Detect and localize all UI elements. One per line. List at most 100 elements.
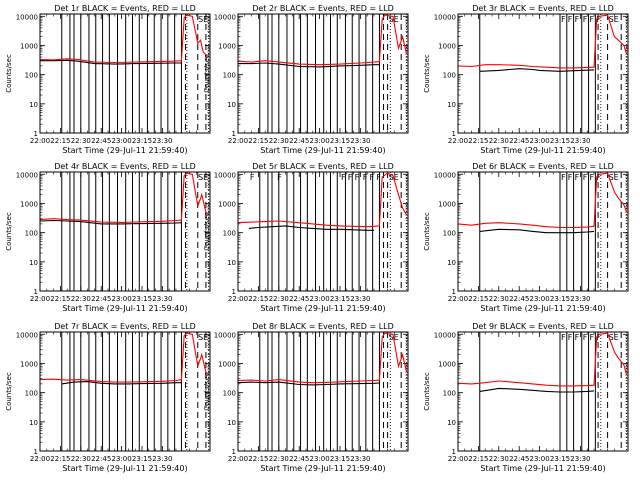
x-tick-label-det-6: 23:15 [550,295,570,303]
flag-label-det-3: F [575,15,580,24]
flag-label-det-5: F [341,173,346,182]
x-axis-label-det-4: Start Time (29-Jul-11 21:59:40) [62,304,187,313]
plot-frame-det-1 [39,13,211,134]
x-tick-label-det-8: 22:15 [248,455,268,463]
x-tick-label-det-2: 22:45 [289,137,309,145]
plot-title-det-4: Det 4r BLACK = Events, RED = LLD [54,162,196,171]
x-tick-label-det-2: 22:00 [228,137,248,145]
x-axis-label-det-7: Start Time (29-Jul-11 21:59:40) [62,464,187,473]
x-tick-label-det-3: 22:30 [489,137,509,145]
x-tick-label-det-3: 23:15 [550,137,570,145]
x-tick-label-det-9: 23:30 [570,455,590,463]
plot-panel-det-3: Det 3r BLACK = Events, RED = LLD Counts/s… [423,4,629,155]
flag-label-det-4: SE [198,173,208,182]
y-tick-label-det-7: 1000 [20,360,38,368]
x-tick-label-det-6: 22:30 [489,295,509,303]
y-tick-label-det-4: 100 [25,230,38,238]
flag-label-det-5: F [355,173,360,182]
y-axis-label-det-1: Counts/sec [5,54,13,93]
plot-frame-det-8 [237,331,409,452]
series-line-events-det-5 [248,225,374,231]
y-tick-label-det-6: 100 [443,230,456,238]
series-line-lld-det-6 [457,172,628,229]
y-tick-label-det-5: 10 [227,259,236,267]
x-axis-label-det-8: Start Time (29-Jul-11 21:59:40) [260,464,385,473]
y-tick-label-det-3: 10 [447,101,456,109]
y-axis-label-det-7: Counts/sec [5,372,13,411]
plot-title-det-5: Det 5r BLACK = Events, RED = LLD [252,162,394,171]
x-tick-label-det-6: 23:30 [570,295,590,303]
x-tick-label-det-2: 23:00 [310,137,330,145]
flag-label-det-3: F [583,15,588,24]
x-tick-label-det-3: 22:00 [448,137,468,145]
x-tick-label-det-8: 23:30 [350,455,370,463]
x-tick-label-det-5: 22:30 [269,295,289,303]
plot-panel-det-5: Det 5r BLACK = Events, RED = LLD Counts/s… [203,162,409,313]
x-tick-label-det-9: 22:45 [509,455,529,463]
x-tick-label-det-2: 23:15 [330,137,350,145]
plot-frame-det-7 [39,331,211,452]
plot-title-det-1: Det 1r BLACK = Events, RED = LLD [54,4,196,13]
y-tick-label-det-7: 100 [25,390,38,398]
flag-label-det-3: F [561,15,566,24]
flag-label-det-6: F [590,173,595,182]
y-tick-label-det-7: 10000 [16,331,38,339]
y-tick-label-det-2: 1000 [218,42,236,50]
x-tick-label-det-3: 23:00 [530,137,550,145]
y-tick-label-det-1: 10 [29,101,38,109]
x-tick-label-det-5: 22:45 [289,295,309,303]
plot-panel-det-6: Det 6r BLACK = Events, RED = LLD Counts/s… [423,162,629,313]
series-line-lld-det-4 [39,172,209,223]
x-tick-label-det-7: 22:30 [71,455,91,463]
plot-title-det-8: Det 8r BLACK = Events, RED = LLD [252,322,394,331]
x-axis-label-det-6: Start Time (29-Jul-11 21:59:40) [480,304,605,313]
x-tick-label-det-7: 22:15 [50,455,70,463]
x-tick-label-det-4: 23:00 [112,295,132,303]
plot-frame-det-2 [237,13,409,134]
plot-title-det-2: Det 2r BLACK = Events, RED = LLD [252,4,394,13]
series-line-events-det-6 [479,228,595,234]
x-tick-label-det-5: 22:15 [248,295,268,303]
series-line-lld-det-2 [237,14,408,66]
x-tick-label-det-5: 23:30 [350,295,370,303]
y-tick-label-det-5: 1 [232,288,236,296]
y-tick-label-det-9: 100 [443,390,456,398]
y-tick-label-det-2: 10000 [214,13,236,21]
x-tick-label-det-8: 23:00 [310,455,330,463]
flag-label-det-3: F [568,15,573,24]
x-tick-label-det-8: 22:45 [289,455,309,463]
y-tick-label-det-1: 100 [25,72,38,80]
flag-label-det-9: F [583,333,588,342]
plot-title-det-7: Det 7r BLACK = Events, RED = LLD [54,322,196,331]
plot-frame-det-4 [39,171,211,292]
x-tick-label-det-5: 22:00 [228,295,248,303]
x-tick-label-det-2: 23:30 [350,137,370,145]
y-tick-label-det-7: 10 [29,419,38,427]
plot-panel-det-2: Det 2r BLACK = Events, RED = LLD Counts/s… [203,4,409,155]
x-axis-label-det-9: Start Time (29-Jul-11 21:59:40) [480,464,605,473]
series-line-lld-det-8 [237,332,408,384]
x-axis-label-det-3: Start Time (29-Jul-11 21:59:40) [480,146,605,155]
flag-label-det-6: F [561,173,566,182]
y-tick-label-det-6: 10 [447,259,456,267]
x-tick-label-det-2: 22:15 [248,137,268,145]
y-tick-label-det-2: 100 [223,72,236,80]
plot-frame-det-3 [457,13,629,134]
x-tick-label-det-1: 22:30 [71,137,91,145]
x-axis-label-det-1: Start Time (29-Jul-11 21:59:40) [62,146,187,155]
plot-title-det-6: Det 6r BLACK = Events, RED = LLD [472,162,614,171]
x-tick-label-det-6: 22:15 [468,295,488,303]
x-tick-label-det-7: 22:00 [30,455,50,463]
x-tick-label-det-4: 22:45 [91,295,111,303]
y-axis-label-det-6: Counts/sec [423,212,431,251]
series-line-events-det-3 [479,68,595,72]
x-tick-label-det-9: 22:30 [489,455,509,463]
x-tick-label-det-1: 22:15 [50,137,70,145]
x-tick-label-det-1: 23:00 [112,137,132,145]
x-tick-label-det-5: 23:00 [310,295,330,303]
x-tick-label-det-1: 23:30 [152,137,172,145]
x-tick-label-det-9: 23:00 [530,455,550,463]
x-tick-label-det-9: 23:15 [550,455,570,463]
flag-label-det-5: F [348,173,353,182]
x-tick-label-det-2: 22:30 [269,137,289,145]
